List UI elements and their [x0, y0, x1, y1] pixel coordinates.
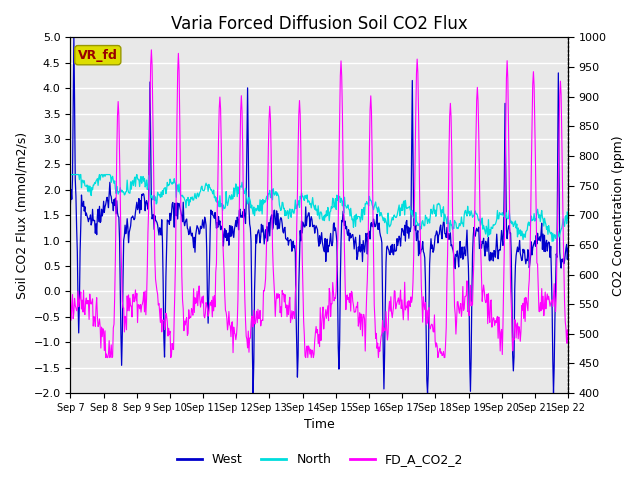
- Legend: West, North, FD_A_CO2_2: West, North, FD_A_CO2_2: [172, 448, 468, 471]
- Title: Varia Forced Diffusion Soil CO2 Flux: Varia Forced Diffusion Soil CO2 Flux: [171, 15, 468, 33]
- X-axis label: Time: Time: [304, 419, 335, 432]
- Text: VR_fd: VR_fd: [78, 48, 118, 62]
- Y-axis label: Soil CO2 Flux (mmol/m2/s): Soil CO2 Flux (mmol/m2/s): [15, 132, 28, 299]
- Y-axis label: CO2 Concentration (ppm): CO2 Concentration (ppm): [612, 135, 625, 296]
